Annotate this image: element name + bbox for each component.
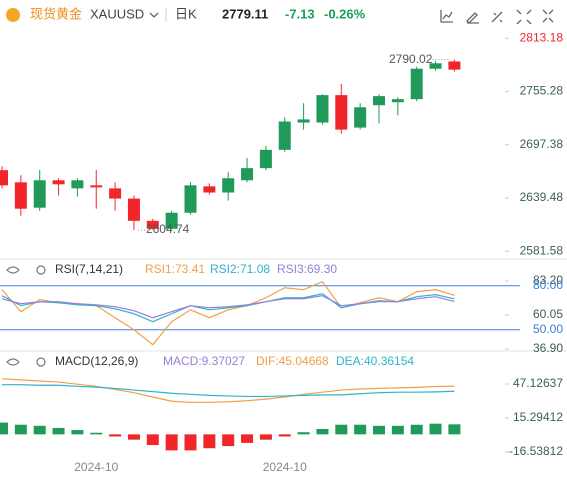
legend-entry: DEA:40.36154 <box>336 354 414 368</box>
ruler-icon[interactable] <box>491 11 503 23</box>
candle-body <box>335 95 348 130</box>
legend-entry: DIF:45.04668 <box>256 354 329 368</box>
candle-body <box>448 61 461 70</box>
histogram-bar <box>354 424 367 435</box>
dropdown-arrow[interactable] <box>149 12 159 18</box>
candle-body <box>297 119 310 123</box>
histogram-bar <box>0 422 8 435</box>
legend-entry: MACD:9.37027 <box>163 354 245 368</box>
series-line <box>1 295 455 319</box>
histogram-bar <box>203 434 216 449</box>
expand-icon[interactable] <box>516 9 532 25</box>
series-line <box>1 293 455 323</box>
histogram-bar <box>241 434 254 443</box>
candle-body <box>90 185 103 188</box>
legend-entry: RSI3:69.30 <box>277 262 337 276</box>
candle-body <box>354 107 367 128</box>
draw-icon[interactable] <box>466 12 479 24</box>
x-tick-label: 2024-10 <box>263 460 307 474</box>
candle-body <box>316 95 329 123</box>
histogram-bar <box>278 434 291 437</box>
candle-body <box>241 168 254 181</box>
candle-body <box>373 96 385 106</box>
candle-body <box>184 185 197 213</box>
y-tick-label: 83.20 <box>533 273 563 287</box>
histogram-bar <box>52 427 65 435</box>
histogram-bar <box>71 430 84 435</box>
y-tick-label: 2581.58 <box>520 243 564 257</box>
candle-body <box>146 220 159 229</box>
high-annotation: 2790.02 <box>389 52 433 66</box>
histogram-bar <box>14 424 27 435</box>
legend-entry: RSI2:71.08 <box>210 262 270 276</box>
eye-icon[interactable] <box>6 266 20 274</box>
candle-body <box>14 182 27 209</box>
change-pct: -0.26% <box>324 6 366 21</box>
logo-icon <box>6 8 20 22</box>
y-tick-label: 2697.38 <box>520 137 564 151</box>
candle-body <box>71 180 84 189</box>
histogram-bar <box>184 434 197 451</box>
histogram-bar <box>391 425 404 435</box>
y-tick-label: 2813.18 <box>520 30 564 44</box>
reference-label: 50.00 <box>533 322 563 336</box>
histogram-bar <box>165 434 178 451</box>
indicator-icon[interactable] <box>440 10 453 23</box>
y-tick-label: 15.29412 <box>513 410 563 424</box>
change: -7.13 <box>285 6 315 21</box>
candle-body <box>52 180 65 185</box>
low-annotation: 2604.74 <box>146 222 190 236</box>
series-line <box>1 378 455 403</box>
histogram-bar <box>297 432 310 435</box>
settings-icon[interactable] <box>36 357 46 367</box>
histogram-bar <box>146 434 159 446</box>
histogram-bar <box>90 432 103 435</box>
histogram-bar <box>448 424 461 435</box>
indicator-title: RSI(7,14,21) <box>55 262 123 276</box>
y-tick-label: 60.05 <box>533 307 563 321</box>
histogram-bar <box>316 429 329 435</box>
price: 2779.11 <box>222 6 268 21</box>
fullscreen-icon[interactable] <box>542 9 554 23</box>
candle-body <box>33 180 46 208</box>
y-tick-label: 36.90 <box>533 341 563 355</box>
histogram-bar <box>127 434 140 440</box>
histogram-bar <box>335 424 348 435</box>
candle-body <box>429 63 442 69</box>
eye-icon[interactable] <box>6 358 20 366</box>
candle-body <box>222 178 235 193</box>
y-tick-label: 2755.28 <box>520 84 564 98</box>
histogram-bar <box>222 434 235 447</box>
candle-body <box>391 99 404 103</box>
candle-body <box>203 186 216 193</box>
histogram-bar <box>109 434 122 437</box>
y-tick-label: -16.53812 <box>509 444 563 458</box>
symbol[interactable]: XAUUSD <box>90 6 144 21</box>
candle-body <box>127 198 140 221</box>
histogram-bar <box>33 425 46 435</box>
y-tick-label: 47.12637 <box>513 376 563 390</box>
indicator-title: MACD(12,26,9) <box>55 354 138 368</box>
period[interactable]: 日K <box>175 6 197 21</box>
candle-body <box>109 188 122 199</box>
histogram-bar <box>259 434 272 440</box>
candle-body <box>259 149 272 169</box>
candle-body <box>278 121 291 150</box>
legend-entry: RSI1:73.41 <box>145 262 205 276</box>
histogram-bar <box>410 424 423 435</box>
instrument-name: 现货黄金 <box>30 6 82 21</box>
candle-body <box>0 170 8 186</box>
x-tick-label: 2024-10 <box>74 460 118 474</box>
reference-label: 80.00 <box>533 278 563 292</box>
series-line <box>2 384 455 398</box>
y-tick-label: 2639.48 <box>520 190 564 204</box>
candle-body <box>410 68 423 100</box>
candle-body <box>165 212 178 229</box>
histogram-bar <box>429 423 442 435</box>
settings-icon[interactable] <box>36 265 46 275</box>
histogram-bar <box>373 425 385 435</box>
